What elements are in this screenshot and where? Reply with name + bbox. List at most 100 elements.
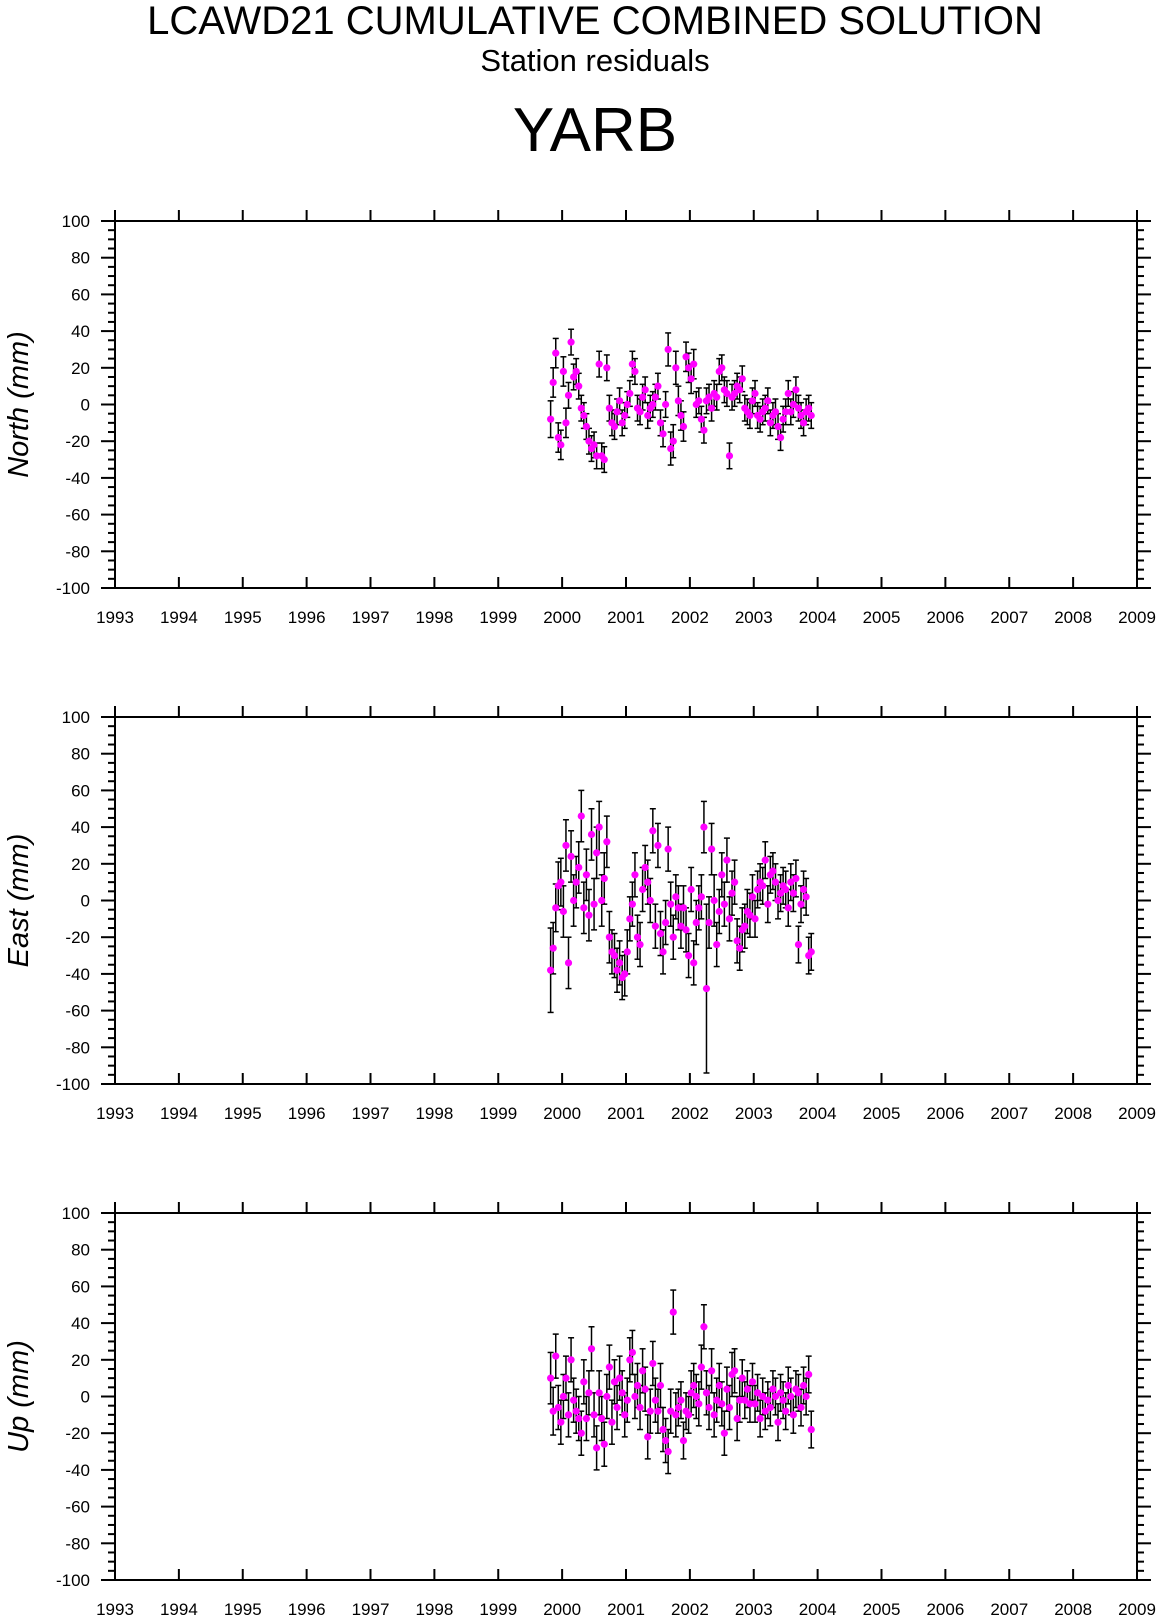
east-data-point <box>751 915 759 923</box>
east-data-point <box>769 867 777 875</box>
up-x-tick-label: 1995 <box>224 1600 262 1619</box>
up-data-point <box>585 1389 593 1397</box>
north-y-tick-label: 40 <box>71 322 90 341</box>
up-data-point <box>710 1411 718 1419</box>
east-data-point <box>807 948 815 956</box>
north-data-point <box>787 408 795 416</box>
up-data-point <box>646 1407 654 1415</box>
north-data-point <box>595 360 603 368</box>
north-data-point <box>628 360 636 368</box>
north-y-tick-label: -60 <box>65 506 90 525</box>
east-y-tick-label: 100 <box>62 708 90 727</box>
east-data-point <box>690 959 698 967</box>
north-data-point <box>784 389 792 398</box>
up-data-point <box>700 1323 708 1331</box>
north-data-point <box>636 408 644 416</box>
north-x-tick-label: 2004 <box>799 608 837 627</box>
up-data-point <box>549 1407 557 1415</box>
up-data-point <box>723 1385 731 1393</box>
east-data-point <box>710 896 718 905</box>
up-data-point <box>610 1378 619 1386</box>
north-data-point <box>682 353 690 361</box>
north-data-point <box>789 400 797 409</box>
north-data-point <box>690 360 698 368</box>
east-data-point <box>746 911 754 919</box>
north-data-point <box>746 411 754 420</box>
up-x-tick-label: 1998 <box>415 1600 453 1619</box>
north-series <box>547 328 815 474</box>
north-data-point <box>771 408 780 416</box>
east-data-point <box>700 823 708 831</box>
up-data-point <box>557 1418 565 1426</box>
east-data-point <box>677 922 685 930</box>
east-data-point <box>582 871 590 879</box>
east-y-tick-label: -20 <box>65 928 90 947</box>
north-data-point <box>805 404 813 412</box>
east-data-point <box>654 841 662 850</box>
north-data-point <box>776 433 785 442</box>
east-data-point <box>626 915 634 923</box>
up-data-point <box>633 1381 642 1390</box>
east-data-point <box>662 918 670 927</box>
up-data-point <box>805 1370 813 1379</box>
east-data-point <box>692 918 700 927</box>
up-x-tick-label: 1997 <box>352 1600 390 1619</box>
north-data-point <box>610 422 619 431</box>
north-data-point <box>679 422 688 431</box>
north-panel: 1993 1994 1995 1996 1997 1998 1999 2000 2001 2002… <box>3 210 1156 627</box>
north-x-tick-label: 2006 <box>926 608 964 627</box>
up-x-tick-label: 1994 <box>160 1600 198 1619</box>
north-x-tick-label: 1995 <box>224 608 262 627</box>
north-data-point <box>667 444 675 453</box>
up-data-point <box>590 1411 598 1419</box>
north-data-point <box>656 419 665 427</box>
up-series <box>547 1289 815 1475</box>
up-data-point <box>797 1403 805 1412</box>
north-data-point <box>639 393 647 401</box>
up-data-point <box>751 1400 759 1408</box>
up-data-point <box>684 1411 693 1419</box>
up-x-tick-label: 2001 <box>607 1600 645 1619</box>
east-data-point <box>774 896 782 905</box>
north-data-point <box>600 455 608 464</box>
up-panel: 1993 1994 1995 1996 1997 1998 1999 2000 2001 2002… <box>3 1202 1156 1619</box>
east-data-point <box>771 878 780 886</box>
up-data-point <box>595 1389 603 1397</box>
up-y-tick-label: -100 <box>56 1571 90 1590</box>
up-x-tick-label: 1993 <box>96 1600 134 1619</box>
north-data-point <box>764 397 772 405</box>
east-y-tick-label: 0 <box>81 892 90 911</box>
east-y-tick-label: -40 <box>65 965 90 984</box>
east-data-point <box>715 907 723 916</box>
east-data-point <box>621 970 629 978</box>
east-data-point <box>549 944 557 952</box>
up-data-point <box>552 1352 560 1360</box>
east-data-point <box>603 838 611 846</box>
up-data-point <box>639 1367 647 1375</box>
up-data-point <box>651 1396 659 1404</box>
north-data-point <box>567 338 575 346</box>
north-data-point <box>807 411 815 420</box>
up-data-point <box>766 1403 774 1412</box>
east-data-point <box>713 940 721 949</box>
north-data-point <box>738 375 746 383</box>
up-data-point <box>746 1400 754 1408</box>
up-data-point <box>776 1389 785 1397</box>
up-data-point <box>715 1381 723 1390</box>
north-data-point <box>674 397 682 405</box>
up-data-point <box>702 1389 711 1397</box>
north-data-point <box>651 393 659 401</box>
east-data-point <box>728 889 736 897</box>
north-x-tick-label: 1993 <box>96 608 134 627</box>
up-y-tick-label: -60 <box>65 1498 90 1517</box>
up-y-tick-label: -20 <box>65 1424 90 1443</box>
up-data-point <box>664 1447 672 1456</box>
up-x-tick-label: 2000 <box>543 1600 581 1619</box>
north-data-point <box>631 367 639 376</box>
east-data-point <box>705 918 713 927</box>
up-data-point <box>794 1389 803 1397</box>
east-data-point <box>759 882 767 890</box>
up-data-point <box>631 1392 639 1401</box>
east-x-tick-label: 1993 <box>96 1104 134 1123</box>
